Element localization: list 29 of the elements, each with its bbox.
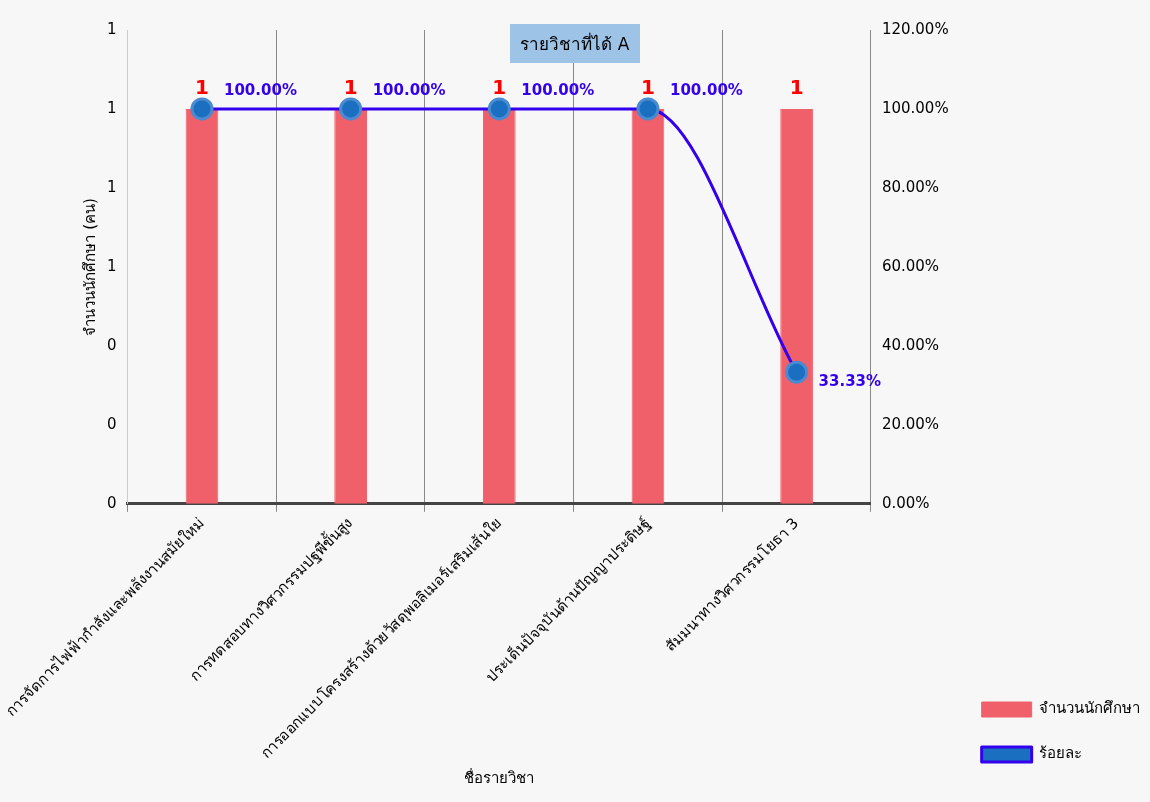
y2-tick-label: 40.00% — [881, 335, 940, 354]
y-tick-label: 0 — [107, 493, 117, 512]
y2-tick-label: 60.00% — [881, 256, 940, 275]
legend-label: จำนวนนักศึกษา — [1039, 699, 1141, 718]
data-label: 33.33% — [818, 372, 882, 391]
y-tick-label: 1 — [107, 177, 117, 196]
y2-tick-label: 20.00% — [881, 414, 940, 433]
data-label: 1 — [343, 75, 358, 100]
data-label: 1 — [789, 75, 804, 100]
data-label: 100.00% — [521, 80, 595, 99]
y-axis-title: จำนวนนักศึกษา (คน) — [81, 198, 100, 336]
data-label: 100.00% — [372, 80, 446, 99]
y2-tick-label: 120.00% — [881, 19, 949, 38]
y2-tick-label: 100.00% — [881, 98, 949, 117]
legend-label: ร้อยละ — [1039, 744, 1083, 763]
data-label: 1 — [492, 75, 507, 100]
x-axis-title: ชื่อรายวิชา — [464, 766, 535, 787]
chart-title: รายวิชาที่ได้ A — [510, 24, 640, 63]
data-label: 100.00% — [669, 80, 743, 99]
y-tick-label: 0 — [107, 414, 117, 433]
y2-tick-label: 80.00% — [881, 177, 940, 196]
data-label: 1 — [195, 75, 209, 100]
data-label: 1 — [640, 75, 655, 100]
y-tick-label: 1 — [107, 98, 117, 117]
data-label: 100.00% — [223, 80, 297, 99]
y-tick-label: 1 — [107, 19, 117, 38]
y2-tick-label: 0.00% — [881, 493, 930, 512]
y-tick-label: 0 — [107, 335, 117, 354]
y-tick-label: 1 — [107, 256, 117, 275]
